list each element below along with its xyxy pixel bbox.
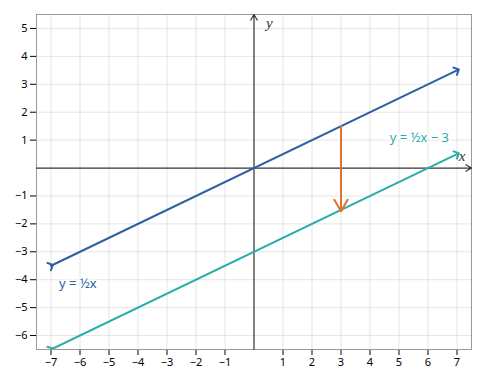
svg-text:−3: −3 (15, 243, 28, 258)
svg-text:1: 1 (280, 354, 286, 369)
svg-text:2: 2 (309, 354, 315, 369)
svg-text:5: 5 (396, 354, 402, 369)
svg-text:x: x (458, 148, 466, 164)
svg-text:−7: −7 (45, 354, 58, 369)
svg-text:4: 4 (367, 354, 374, 369)
svg-text:−5: −5 (15, 299, 28, 314)
svg-text:y = ½x: y = ½x (59, 274, 97, 292)
svg-text:y: y (264, 15, 273, 31)
svg-text:−1: −1 (219, 354, 232, 369)
svg-text:1: 1 (21, 132, 27, 147)
svg-text:−2: −2 (190, 354, 203, 369)
svg-text:3: 3 (21, 76, 27, 91)
svg-text:7: 7 (454, 354, 460, 369)
svg-text:y = ½x − 3: y = ½x − 3 (390, 128, 449, 146)
svg-text:−2: −2 (15, 215, 28, 230)
svg-text:−6: −6 (74, 354, 87, 369)
svg-text:−1: −1 (15, 187, 28, 202)
svg-text:3: 3 (338, 354, 344, 369)
svg-text:−4: −4 (132, 354, 145, 369)
svg-text:−4: −4 (15, 271, 28, 286)
svg-text:2: 2 (21, 104, 27, 119)
svg-text:−5: −5 (103, 354, 116, 369)
svg-text:6: 6 (425, 354, 431, 369)
svg-text:−6: −6 (15, 327, 28, 342)
svg-text:4: 4 (21, 48, 28, 63)
svg-text:−3: −3 (161, 354, 174, 369)
svg-text:5: 5 (21, 20, 27, 35)
